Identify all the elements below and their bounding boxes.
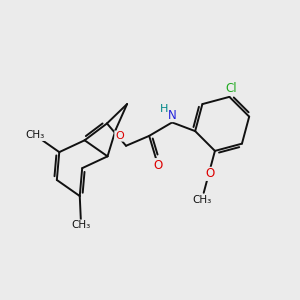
Text: Cl: Cl xyxy=(226,82,237,95)
Text: O: O xyxy=(206,167,215,180)
Text: CH₃: CH₃ xyxy=(26,130,45,140)
Text: O: O xyxy=(115,131,124,141)
Text: H: H xyxy=(160,104,168,114)
Text: CH₃: CH₃ xyxy=(71,220,91,230)
Text: CH₃: CH₃ xyxy=(192,195,212,205)
Text: N: N xyxy=(168,109,176,122)
Text: O: O xyxy=(153,159,163,172)
